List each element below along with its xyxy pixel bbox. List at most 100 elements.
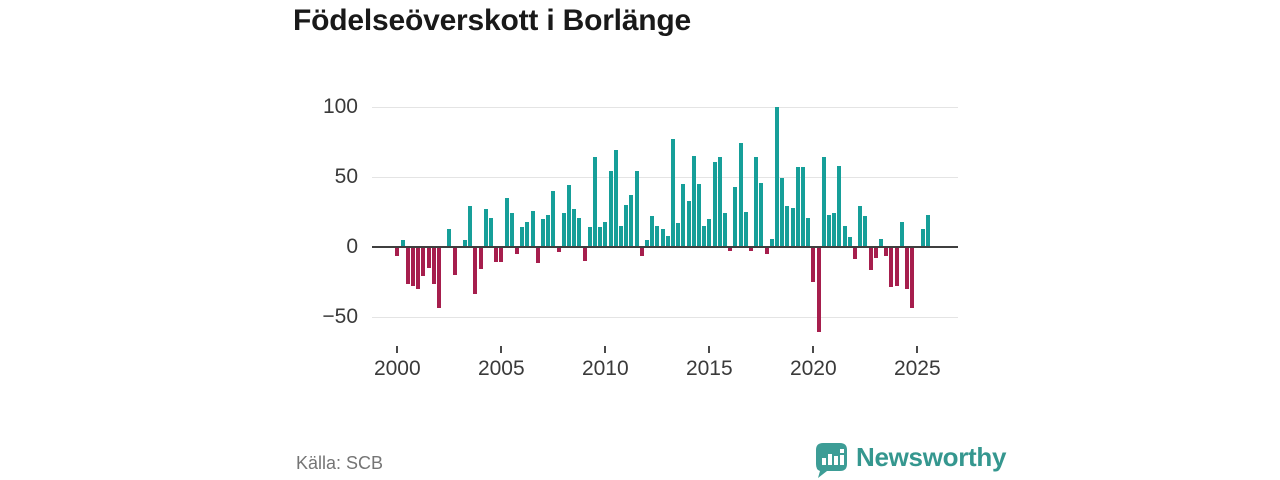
bar	[608, 171, 613, 247]
bar	[535, 248, 540, 264]
bar	[483, 209, 488, 247]
bar	[598, 227, 603, 247]
bar	[816, 248, 821, 332]
bar-chart: 100 50 0 −50 2000 2005 2010 2015 2020 2025	[322, 95, 958, 380]
bar	[468, 206, 473, 247]
y-tick-label: −50	[322, 305, 358, 328]
bar	[853, 248, 857, 260]
x-tick-label: 2000	[373, 357, 421, 380]
bar	[764, 248, 769, 254]
bar	[582, 248, 587, 261]
bar	[452, 248, 457, 275]
bar	[473, 248, 478, 295]
bar	[702, 226, 707, 247]
chart-title: Födelseöverskott i Borlänge	[293, 4, 692, 37]
bar	[899, 221, 904, 247]
bar	[624, 205, 629, 247]
bar	[681, 184, 686, 247]
bar	[587, 227, 592, 247]
bar	[463, 240, 467, 247]
bar	[660, 228, 665, 247]
bar	[494, 248, 499, 262]
bar	[561, 213, 566, 247]
bar	[801, 167, 805, 247]
bar	[759, 182, 764, 247]
x-tick-label: 2005	[477, 357, 525, 380]
bar	[920, 228, 925, 247]
bar	[613, 150, 618, 247]
bar	[525, 221, 530, 247]
bar	[489, 217, 493, 247]
bar	[717, 157, 722, 247]
bar	[837, 165, 842, 247]
bar	[572, 209, 577, 247]
bar	[639, 248, 644, 257]
bar	[416, 248, 421, 289]
bar	[780, 178, 785, 247]
x-tick-label: 2020	[789, 357, 837, 380]
bar	[603, 221, 608, 247]
bar	[738, 143, 743, 247]
bar	[873, 248, 878, 258]
bar	[728, 248, 733, 251]
bar	[504, 198, 509, 247]
gridline	[372, 107, 958, 108]
bar	[769, 238, 774, 247]
bar	[795, 167, 800, 247]
bar	[671, 139, 675, 247]
bar	[842, 226, 847, 247]
bar	[619, 226, 623, 247]
bar	[437, 248, 441, 309]
bar	[447, 228, 452, 247]
y-tick-label: 100	[322, 95, 358, 118]
bar	[411, 248, 415, 286]
x-tick-mark	[604, 346, 607, 353]
bar	[754, 157, 759, 247]
gridline	[372, 177, 958, 178]
bar	[650, 216, 655, 247]
bar	[910, 248, 915, 309]
bar	[593, 157, 597, 247]
bar	[405, 248, 410, 285]
newsworthy-branding: Newsworthy	[813, 440, 1006, 478]
bar	[541, 219, 545, 247]
bar	[884, 248, 889, 257]
bar	[551, 191, 556, 247]
bar	[868, 248, 873, 271]
x-tick-label: 2025	[893, 357, 941, 380]
bar	[431, 248, 436, 285]
bar	[691, 156, 696, 247]
bar	[400, 240, 405, 247]
zero-axis-line	[372, 246, 958, 248]
bar	[821, 157, 826, 247]
bar	[515, 248, 519, 254]
bar	[395, 248, 400, 257]
bar	[634, 171, 639, 247]
bar	[478, 248, 483, 269]
bar	[556, 248, 561, 253]
bar	[749, 248, 753, 251]
x-tick-mark	[396, 346, 399, 353]
bar	[676, 223, 681, 247]
x-tick-mark	[708, 346, 711, 353]
bar	[775, 107, 779, 247]
bar	[858, 206, 863, 247]
bar	[879, 238, 883, 247]
bar	[509, 213, 514, 247]
x-tick-label: 2010	[581, 357, 629, 380]
bar	[697, 184, 701, 247]
bar	[847, 237, 852, 247]
bar	[733, 186, 738, 247]
bar	[530, 210, 535, 247]
bar	[894, 248, 899, 286]
bar	[832, 213, 837, 247]
bar	[790, 207, 795, 247]
bar	[421, 248, 426, 276]
bar	[785, 206, 790, 247]
bar	[863, 216, 868, 247]
bar	[925, 214, 930, 247]
bar	[723, 213, 727, 247]
x-tick-mark	[916, 346, 919, 353]
newsworthy-logo-icon	[816, 443, 847, 478]
